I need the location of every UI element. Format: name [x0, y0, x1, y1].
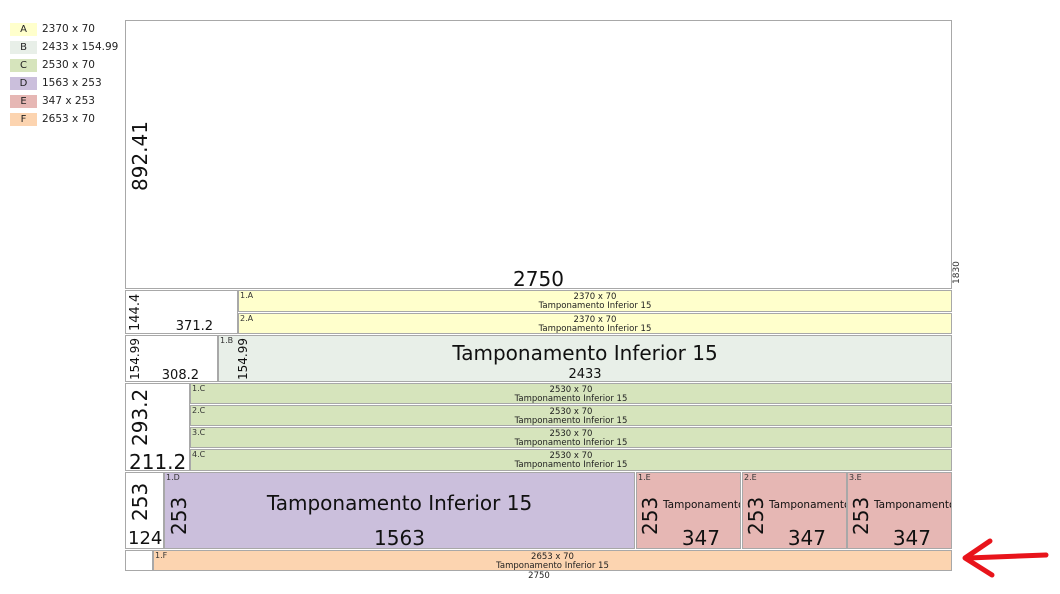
- piece-name: Tamponamento Inferior 15: [266, 491, 533, 515]
- piece-size: 2653 x 70: [531, 552, 574, 562]
- piece-size: 2530 x 70: [549, 385, 593, 395]
- piece-size: 2530 x 70: [549, 429, 593, 439]
- piece-2e[interactable]: 2.E 253 Tamponamento 347: [742, 472, 847, 549]
- piece-tag: 2.C: [192, 406, 206, 415]
- piece-1c[interactable]: 1.C 2530 x 70 Tamponamento Inferior 15: [190, 383, 952, 404]
- piece-size: 2370 x 70: [573, 315, 617, 325]
- piece-1a[interactable]: 1.A 2370 x 70 Tamponamento Inferior 15: [238, 290, 952, 312]
- piece-tag: 2.E: [744, 473, 757, 482]
- piece-3c[interactable]: 3.C 2530 x 70 Tamponamento Inferior 15: [190, 427, 952, 448]
- piece-name: Tamponamento Inferior 15: [452, 341, 718, 365]
- legend-swatch-f: F: [10, 112, 37, 126]
- piece-width: 2433: [568, 367, 602, 382]
- waste-b-height: 154.99: [128, 338, 142, 380]
- waste-row-a: 144.4 371.2: [125, 290, 238, 334]
- waste-row-f: [125, 550, 153, 571]
- legend-size-d: 1563 x 253: [42, 77, 102, 89]
- piece-tag: 2.A: [240, 314, 254, 323]
- piece-size: 2530 x 70: [549, 407, 593, 417]
- offcut-top: 892.41 2750: [125, 20, 952, 289]
- legend-size-b: 2433 x 154.99: [42, 41, 119, 53]
- red-arrow-left-icon: [962, 538, 1049, 578]
- piece-name: Tamponamento: [874, 499, 952, 511]
- legend-row-b: B 2433 x 154.99: [10, 38, 118, 56]
- piece-name: Tamponamento Inferior 15: [514, 416, 628, 426]
- piece-name: Tamponamento Inferior 15: [514, 394, 628, 404]
- piece-tag: 3.C: [192, 428, 206, 437]
- legend-row-f: F 2653 x 70: [10, 110, 118, 128]
- piece-name: Tamponamento Inferior 15: [538, 324, 652, 334]
- legend-swatch-a: A: [10, 22, 37, 36]
- piece-1b[interactable]: 1.B 154.99 Tamponamento Inferior 15 2433: [218, 335, 952, 382]
- piece-tag: 1.D: [166, 473, 180, 482]
- piece-tag: 1.F: [155, 551, 168, 560]
- piece-size: 2370 x 70: [573, 292, 617, 302]
- waste-row-b: 154.99 308.2: [125, 335, 218, 382]
- piece-height: 253: [744, 496, 768, 535]
- piece-name: Tamponamento Inferior 15: [514, 438, 628, 448]
- legend-row-c: C 2530 x 70: [10, 56, 118, 74]
- piece-tag: 1.C: [192, 384, 206, 393]
- offcut-width: 2750: [513, 267, 564, 289]
- total-width: 2750: [528, 571, 550, 581]
- piece-width: 1563: [374, 526, 425, 549]
- piece-tag: 1.A: [240, 291, 254, 300]
- waste-d-width: 124: [128, 528, 163, 549]
- piece-1f[interactable]: 1.F 2653 x 70 Tamponamento Inferior 15: [153, 550, 952, 571]
- legend-swatch-d: D: [10, 76, 37, 90]
- legend-size-a: 2370 x 70: [42, 23, 95, 35]
- piece-width: 347: [892, 526, 931, 549]
- waste-c-height: 293.2: [128, 388, 152, 446]
- piece-2a[interactable]: 2.A 2370 x 70 Tamponamento Inferior 15: [238, 313, 952, 334]
- legend-size-c: 2530 x 70: [42, 59, 95, 71]
- piece-tag: 1.B: [220, 336, 234, 345]
- piece-tag: 4.C: [192, 450, 206, 459]
- legend-swatch-e: E: [10, 94, 37, 108]
- waste-b-width: 308.2: [161, 368, 199, 382]
- piece-name: Tamponamento: [663, 499, 741, 511]
- piece-tag: 3.E: [849, 473, 862, 482]
- piece-4c[interactable]: 4.C 2530 x 70 Tamponamento Inferior 15: [190, 449, 952, 471]
- piece-1d[interactable]: 1.D 253 Tamponamento Inferior 15 1563: [164, 472, 635, 549]
- legend: A 2370 x 70 B 2433 x 154.99 C 2530 x 70 …: [10, 20, 118, 128]
- legend-swatch-b: B: [10, 40, 37, 54]
- piece-3e[interactable]: 3.E 253 Tamponamento 347: [847, 472, 952, 549]
- piece-2c[interactable]: 2.C 2530 x 70 Tamponamento Inferior 15: [190, 405, 952, 426]
- legend-row-d: D 1563 x 253: [10, 74, 118, 92]
- legend-row-a: A 2370 x 70: [10, 20, 118, 38]
- waste-d-height: 253: [128, 482, 152, 521]
- total-height: 1830: [952, 261, 962, 284]
- waste-a-height: 144.4: [128, 293, 143, 331]
- piece-width: 347: [681, 526, 720, 549]
- piece-height: 253: [849, 496, 873, 535]
- piece-tag: 1.E: [638, 473, 651, 482]
- piece-width: 347: [787, 526, 826, 549]
- waste-row-d: 253 124: [125, 472, 164, 549]
- legend-size-f: 2653 x 70: [42, 113, 95, 125]
- piece-size: 2530 x 70: [549, 451, 593, 461]
- piece-name: Tamponamento Inferior 15: [538, 301, 652, 311]
- waste-a-width: 371.2: [175, 319, 213, 334]
- piece-name: Tamponamento Inferior 15: [496, 561, 609, 571]
- legend-row-e: E 347 x 253: [10, 92, 118, 110]
- waste-row-c: 293.2 211.2: [125, 383, 190, 471]
- piece-1e[interactable]: 1.E 253 Tamponamento 347: [636, 472, 741, 549]
- piece-name: Tamponamento Inferior 15: [514, 460, 628, 470]
- offcut-height: 892.41: [128, 121, 152, 191]
- waste-c-width: 211.2: [129, 450, 187, 471]
- legend-size-e: 347 x 253: [42, 95, 95, 107]
- piece-name: Tamponamento: [769, 499, 847, 511]
- legend-swatch-c: C: [10, 58, 37, 72]
- piece-height: 253: [638, 496, 662, 535]
